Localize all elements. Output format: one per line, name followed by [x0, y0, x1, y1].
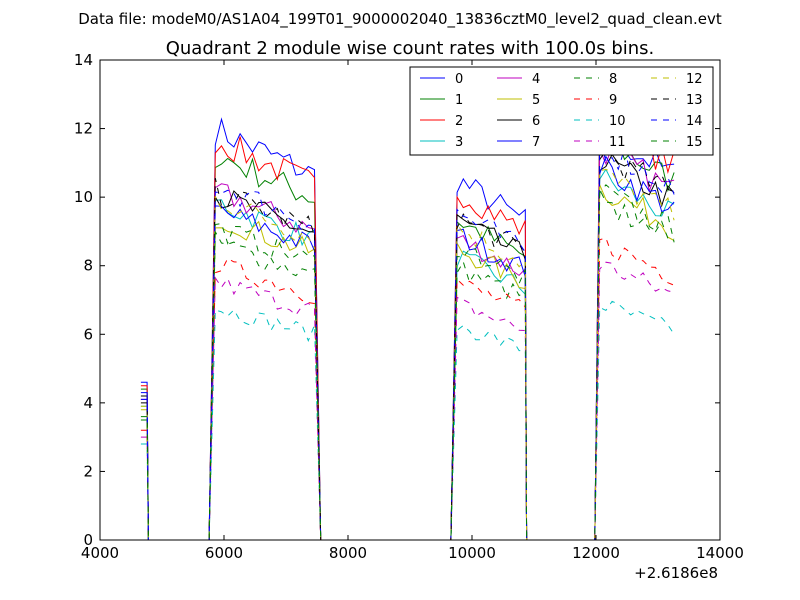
legend-label-10: 10 — [609, 114, 626, 129]
series-layer — [140, 112, 675, 541]
data-file-suptitle: Data file: modeM0/AS1A04_199T01_90000020… — [78, 10, 722, 29]
chart-title: Quadrant 2 module wise count rates with … — [166, 38, 655, 59]
x-tick-label: 14000 — [696, 544, 744, 562]
x-tick-label: 10000 — [448, 544, 496, 562]
axes-frame — [99, 59, 721, 541]
legend-label-6: 6 — [532, 114, 540, 129]
y-tick-label: 2 — [83, 462, 93, 480]
y-tick-label: 14 — [74, 51, 93, 69]
legend-label-9: 9 — [609, 93, 617, 108]
legend-box — [409, 66, 714, 156]
series-line-3 — [140, 168, 675, 541]
legend-label-2: 2 — [455, 114, 463, 129]
series-line-1 — [140, 126, 675, 541]
legend-label-12: 12 — [686, 72, 703, 87]
series-line-11 — [140, 261, 675, 541]
y-tick-label: 6 — [83, 325, 93, 343]
legend-label-13: 13 — [686, 93, 703, 108]
legend-label-0: 0 — [455, 72, 463, 87]
y-tick-label: 0 — [83, 531, 93, 549]
x-tick-label: 6000 — [205, 544, 243, 562]
series-line-6 — [140, 153, 675, 541]
series-line-9 — [140, 237, 675, 541]
series-line-13 — [140, 150, 675, 541]
x-tick-label: 4000 — [81, 544, 119, 562]
legend-label-8: 8 — [609, 72, 617, 87]
series-line-0 — [140, 116, 675, 541]
legend-label-4: 4 — [532, 72, 540, 87]
legend-label-1: 1 — [455, 93, 463, 108]
x-tick-label: 8000 — [329, 544, 367, 562]
series-line-10 — [140, 300, 675, 541]
legend-label-3: 3 — [455, 135, 463, 150]
series-line-7 — [140, 155, 675, 541]
y-tick-label: 12 — [74, 120, 93, 138]
legend-label-11: 11 — [609, 135, 626, 150]
series-line-2 — [140, 112, 675, 541]
y-tick-label: 10 — [74, 188, 93, 206]
legend-label-5: 5 — [532, 93, 540, 108]
series-line-8 — [140, 184, 675, 541]
y-tick-label: 8 — [83, 257, 93, 275]
series-line-5 — [140, 184, 675, 541]
series-line-12 — [140, 168, 675, 541]
x-offset-label: +2.6186e8 — [634, 564, 718, 582]
legend-label-7: 7 — [532, 135, 540, 150]
legend-label-15: 15 — [686, 135, 703, 150]
x-tick-label: 12000 — [572, 544, 620, 562]
legend-label-14: 14 — [686, 114, 703, 129]
y-tick-label: 4 — [83, 394, 93, 412]
